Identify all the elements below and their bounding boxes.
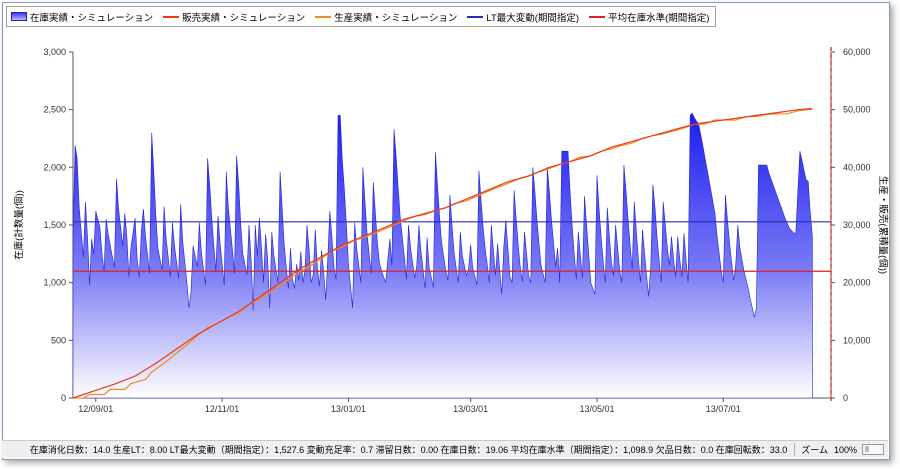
legend-swatch (163, 15, 180, 18)
legend-item: 生産実績・シミュレーション (315, 10, 457, 24)
y-left-tick-label: 0 (61, 393, 66, 403)
x-tick-label: 13/03/01 (453, 404, 488, 414)
x-tick-label: 12/11/01 (205, 404, 239, 414)
zoom-slider-thumb[interactable] (865, 446, 869, 452)
x-tick-label: 13/07/01 (706, 404, 741, 414)
legend-item: 平均在庫水準(期間指定) (589, 10, 709, 24)
legend-label: 在庫実績・シミュレーション (30, 12, 154, 24)
y-right-tick-label: 60,000 (843, 47, 871, 57)
legend-swatch (315, 15, 332, 18)
y-right-tick-label: 40,000 (843, 162, 871, 172)
legend-swatch (467, 15, 484, 18)
legend-label: 生産実績・シミュレーション (334, 12, 458, 24)
x-tick-label: 12/09/01 (78, 404, 113, 414)
sales-cumulative-line (72, 107, 813, 399)
legend-label: LT最大変動(期間指定) (486, 12, 580, 24)
x-tick-label: 13/05/01 (579, 404, 614, 414)
y-right-tick-label: 50,000 (843, 105, 871, 115)
y-left-tick-label: 1,500 (43, 220, 66, 230)
y-right-tick-label: 30,000 (843, 220, 871, 230)
y-left-tick-label: 500 (51, 335, 66, 345)
y-right-axis-title: 生産・販売(累積量(個)) (877, 176, 889, 274)
status-bar: 在庫消化日数：14.0 生産LT：8.00 LT最大変動（期間指定）：1,527… (2, 440, 888, 458)
zoom-label: ズーム (801, 445, 828, 455)
x-tick-label: 13/01/01 (331, 404, 366, 414)
y-left-tick-label: 2,500 (43, 105, 66, 115)
y-right-tick-label: 10,000 (843, 335, 871, 345)
legend-item: 販売実績・シミュレーション (163, 10, 305, 24)
y-left-axis-title: 在庫(計数量(個)) (13, 190, 25, 260)
y-right-tick-label: 20,000 (843, 278, 871, 288)
legend-label: 販売実績・シミュレーション (182, 12, 306, 24)
chart-legend: 在庫実績・シミュレーション 販売実績・シミュレーション 生産実績・シミュレーション L… (6, 6, 717, 27)
zoom-value: 100% (833, 444, 857, 455)
legend-swatch (11, 12, 27, 21)
y-left-tick-label: 2,000 (43, 162, 66, 172)
zoom-slider[interactable] (862, 444, 884, 455)
status-summary: 在庫消化日数：14.0 生産LT：8.00 LT最大変動（期間指定）：1,527… (29, 445, 788, 455)
status-separator (794, 443, 796, 456)
y-right-tick-label: 0 (843, 393, 848, 403)
y-left-tick-label: 1,000 (43, 278, 66, 288)
legend-item: LT最大変動(期間指定) (467, 10, 579, 24)
y-left-tick-label: 3,000 (43, 47, 66, 57)
legend-swatch (589, 15, 606, 18)
legend-item: 在庫実績・シミュレーション (11, 10, 153, 24)
legend-label: 平均在庫水準(期間指定) (608, 12, 710, 24)
